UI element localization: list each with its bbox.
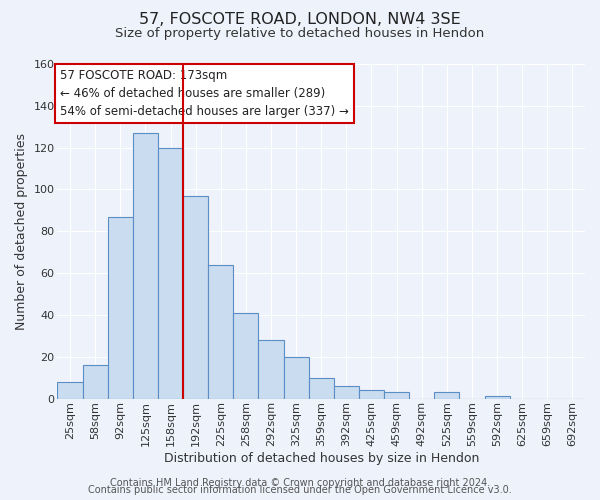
Text: 57 FOSCOTE ROAD: 173sqm
← 46% of detached houses are smaller (289)
54% of semi-d: 57 FOSCOTE ROAD: 173sqm ← 46% of detache… (60, 69, 349, 118)
Bar (434, 392, 460, 398)
Y-axis label: Number of detached properties: Number of detached properties (15, 133, 28, 330)
Bar (259, 340, 284, 398)
Bar (183, 196, 208, 398)
Bar (384, 392, 409, 398)
Bar (133, 133, 158, 398)
Bar (359, 390, 384, 398)
Bar (158, 148, 183, 398)
Text: Contains public sector information licensed under the Open Government Licence v3: Contains public sector information licen… (88, 485, 512, 495)
Bar (233, 313, 259, 398)
Text: Contains HM Land Registry data © Crown copyright and database right 2024.: Contains HM Land Registry data © Crown c… (110, 478, 490, 488)
Bar (485, 396, 509, 398)
Bar (284, 356, 308, 399)
Text: 57, FOSCOTE ROAD, LONDON, NW4 3SE: 57, FOSCOTE ROAD, LONDON, NW4 3SE (139, 12, 461, 28)
Bar (58, 382, 83, 398)
Text: Size of property relative to detached houses in Hendon: Size of property relative to detached ho… (115, 28, 485, 40)
X-axis label: Distribution of detached houses by size in Hendon: Distribution of detached houses by size … (164, 452, 479, 465)
Bar (208, 264, 233, 398)
Bar (108, 216, 133, 398)
Bar (308, 378, 334, 398)
Bar (334, 386, 359, 398)
Bar (83, 365, 108, 398)
